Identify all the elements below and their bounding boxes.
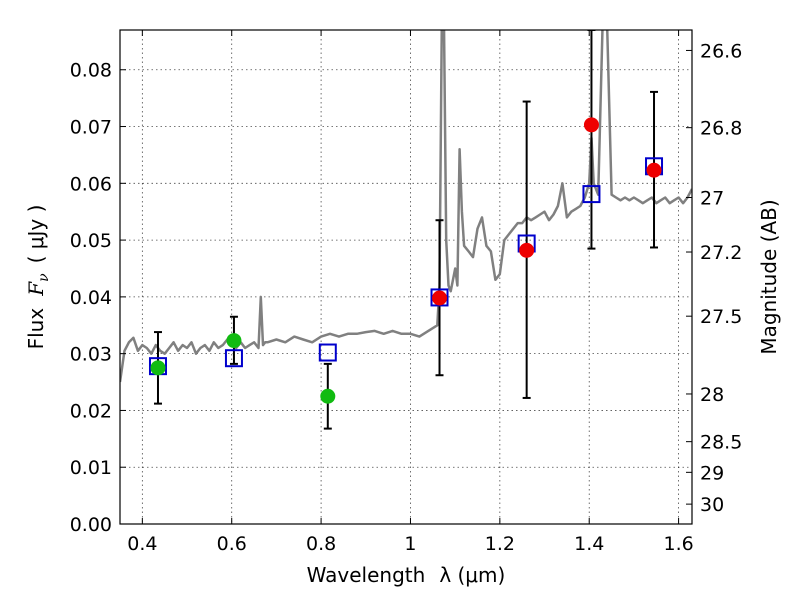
y-tick-label: 0.07 [70,117,112,139]
x-axis-label: Wavelength λ (μm) [307,563,506,587]
y-axis-ticks: 0.00 0.01 0.02 0.03 0.04 0.05 0.06 0.07 0.08 [70,60,126,536]
optical-point [226,333,242,349]
x-tick-label: 1.2 [485,533,515,555]
right-tick-label: 30 [700,494,724,516]
x-axis-label-unit: λ (μm) [439,563,505,587]
right-tick-label: 27 [700,188,724,210]
right-tick-label: 28 [700,384,724,406]
nir-point [583,117,599,133]
right-tick-label: 27.2 [700,242,742,264]
y-axis-label-unit: ( μJy ) [24,205,48,264]
x-tick-label: 1.4 [574,533,604,555]
right-tick-label: 26.8 [700,118,742,140]
x-tick-label: 0.6 [217,533,247,555]
spectrum-layer [120,30,692,383]
plot-frame [119,29,693,525]
x-tick-label: 0.4 [127,533,157,555]
model-box-marker [582,185,601,204]
optical-point [150,360,166,376]
y-axis-label-main: Flux [24,308,48,350]
y-tick-label: 0.06 [70,173,112,195]
y-tick-label: 0.03 [70,344,112,366]
y-tick-label: 0.00 [70,514,112,536]
right-tick-label: 27.5 [700,306,742,328]
y-tick-label: 0.05 [70,230,112,252]
x-axis-label-main: Wavelength [307,563,426,587]
x-tick-label: 0.8 [306,533,336,555]
nir-point [432,290,448,306]
model-box-marker [318,343,337,362]
nir-point [646,162,662,178]
y-axis-label: Flux Fν ( μJy ) [24,205,52,350]
model-box-marker [224,349,243,368]
y-tick-label: 0.08 [70,60,112,82]
spectrum-line [120,30,692,383]
y-tick-label: 0.04 [70,287,112,309]
x-axis-ticks: 0.4 0.6 0.8 1 1.2 1.4 1.6 [127,30,694,555]
optical-point [320,388,336,404]
x-tick-label: 1.6 [663,533,693,555]
plot-area [120,30,692,524]
x-tick-label: 1 [404,533,416,555]
y-axis-label-symbol: F [24,281,48,297]
right-tick-label: 26.6 [700,40,742,62]
y-tick-label: 0.02 [70,400,112,422]
right-axis-ticks: 26.6 26.8 27 27.2 27.5 28 28.5 29 30 [686,40,742,516]
nir-point [519,242,535,258]
right-tick-label: 29 [700,462,724,484]
right-axis-label: Magnitude (AB) [757,199,781,354]
y-axis-label-subscript: ν [36,273,52,282]
photometry-points [150,117,662,404]
y-tick-label: 0.01 [70,457,112,479]
right-tick-label: 28.5 [700,432,742,454]
